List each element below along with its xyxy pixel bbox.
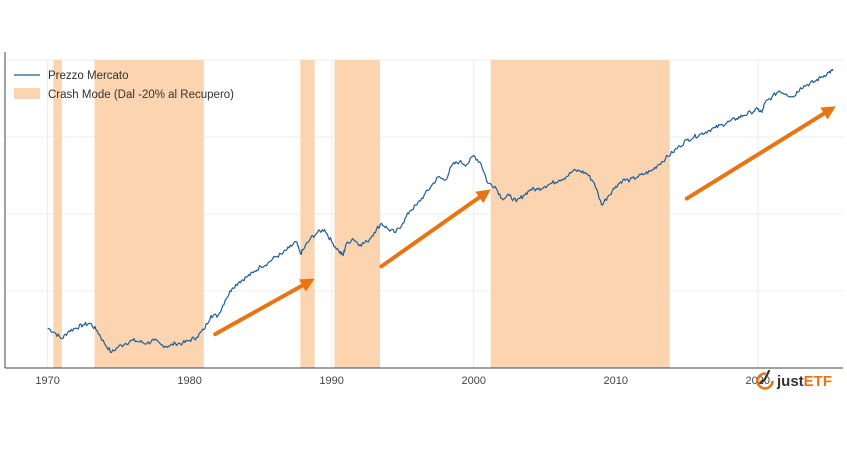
justetf-logo-icon [756, 369, 774, 390]
trend-arrow-2 [379, 189, 491, 269]
trend-arrow-3 [684, 106, 836, 201]
justetf-logo-text: justETF [776, 373, 832, 390]
crash-region-1 [53, 60, 62, 368]
x-tick-labels: 1970 1980 1990 2000 2010 2020 [35, 375, 770, 387]
trend-arrow-head [475, 189, 491, 204]
crash-region-5 [490, 60, 670, 368]
trend-arrow-head [298, 278, 315, 292]
justetf-logo: justETF [756, 369, 832, 390]
legend-label-price: Prezzo Mercato [48, 70, 129, 82]
trend-arrows [213, 106, 836, 337]
trend-arrow-1 [213, 278, 315, 337]
crash-region-4 [334, 60, 380, 368]
chart-axes [4, 52, 843, 369]
chart-legend: Prezzo Mercato Crash Mode (Dal -20% al R… [14, 70, 234, 101]
x-tick-label-1990: 1990 [319, 375, 343, 387]
legend-swatch-patch [14, 88, 40, 99]
x-tick-label-1970: 1970 [35, 375, 59, 387]
trend-arrow-head [820, 106, 836, 120]
x-tick-label-2000: 2000 [461, 375, 485, 387]
price-line [47, 68, 834, 354]
x-tick-label-1980: 1980 [177, 375, 201, 387]
price-series [47, 68, 834, 354]
crash-region-2 [94, 60, 204, 368]
crash-mode-regions [53, 60, 670, 368]
trend-arrow-shaft [684, 111, 826, 201]
trend-arrow-shaft [213, 283, 305, 337]
trend-arrow-shaft [379, 195, 482, 269]
legend-label-crash: Crash Mode (Dal -20% al Recupero) [48, 89, 234, 101]
crash-region-3 [300, 60, 315, 368]
x-tick-label-2010: 2010 [604, 375, 628, 387]
